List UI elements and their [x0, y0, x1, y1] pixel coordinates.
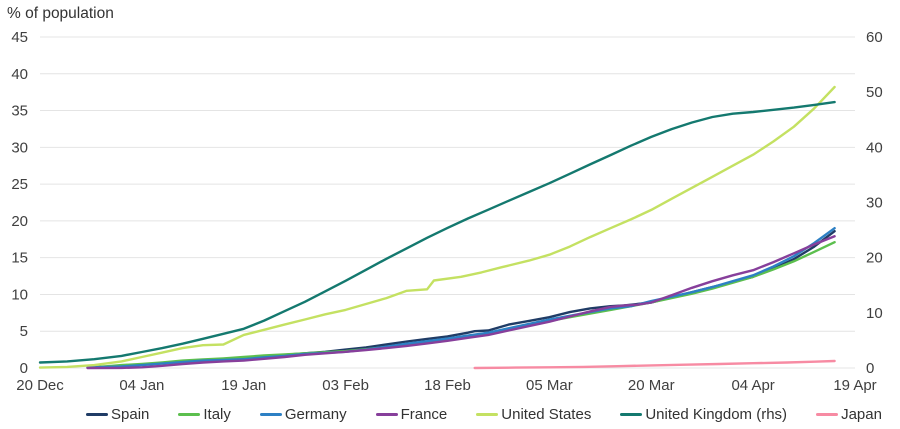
- y-left-tick-label: 25: [11, 176, 28, 193]
- series-line-united-states: [38, 85, 836, 369]
- y-left-tick-label: 30: [11, 139, 28, 156]
- legend-item-united-kingdom-rhs: United Kingdom (rhs): [620, 406, 787, 423]
- legend-label-spain: Spain: [111, 405, 150, 423]
- y-right-tick-label: 50: [866, 84, 883, 101]
- legend-label-france: France: [400, 405, 448, 423]
- legend-swatch-spain: [86, 412, 108, 416]
- legend-label-japan: Japan: [841, 405, 882, 423]
- legend-item-united-states: United States: [476, 406, 591, 423]
- x-tick-label: 20 Mar: [628, 377, 675, 394]
- legend-swatch-italy: [178, 412, 201, 416]
- series-line-japan: [473, 359, 836, 370]
- y-right-tick-label: 40: [866, 139, 883, 156]
- y-right-tick-label: 10: [866, 305, 883, 322]
- y-left-tick-label: 10: [11, 286, 28, 303]
- y-left-tick-label: 40: [11, 66, 28, 83]
- x-tick-label: 05 Mar: [526, 377, 573, 394]
- chart-legend: Spain Italy Germany France United States Unit…: [0, 399, 900, 429]
- y-right-tick-label: 0: [866, 360, 874, 377]
- legend-label-united-kingdom-rhs: United Kingdom (rhs): [645, 405, 788, 423]
- x-tick-label: 19 Jan: [221, 377, 266, 394]
- x-tick-label: 20 Dec: [16, 377, 64, 394]
- legend-item-italy: Italy: [178, 406, 231, 423]
- legend-label-united-states: United States: [501, 405, 592, 423]
- y-left-tick-label: 5: [20, 323, 28, 340]
- x-tick-label: 19 Apr: [833, 377, 876, 394]
- y-right-tick-label: 20: [866, 250, 883, 267]
- y-left-tick-label: 35: [11, 103, 28, 120]
- legend-swatch-united-states: [476, 412, 499, 416]
- y-left-tick-label: 15: [11, 250, 28, 267]
- series-line-france: [86, 235, 836, 370]
- legend-item-spain: Spain: [86, 406, 149, 423]
- series-line-germany: [86, 226, 836, 369]
- legend-swatch-united-kingdom-rhs: [620, 412, 643, 416]
- y-right-tick-label: 30: [866, 195, 883, 212]
- x-tick-label: 18 Feb: [424, 377, 471, 394]
- legend-item-france: France: [375, 405, 448, 423]
- legend-swatch-germany: [259, 412, 282, 416]
- axis-unit-title: % of population: [7, 5, 114, 22]
- legend-swatch-japan: [816, 412, 839, 416]
- y-right-tick-label: 60: [866, 29, 883, 46]
- x-tick-label: 03 Feb: [322, 377, 369, 394]
- series-line-spain: [93, 229, 836, 369]
- x-tick-label: 04 Jan: [119, 377, 164, 394]
- legend-item-japan: Japan: [816, 406, 882, 423]
- legend-swatch-france: [375, 412, 398, 416]
- y-left-tick-label: 0: [20, 360, 28, 377]
- y-left-tick-label: 20: [11, 213, 28, 230]
- series-line-italy: [86, 240, 836, 369]
- legend-label-germany: Germany: [284, 405, 347, 423]
- plot-area: 0 5 10 15 20 25 30 35 40 45 0 10 20 30 40 50 60 20 Dec 04 …: [11, 29, 883, 394]
- legend-label-italy: Italy: [203, 405, 231, 423]
- series-line-united-kingdom-rhs: [38, 100, 836, 364]
- y-left-tick-label: 45: [11, 29, 28, 46]
- x-tick-label: 04 Apr: [731, 377, 774, 394]
- legend-item-germany: Germany: [259, 405, 347, 423]
